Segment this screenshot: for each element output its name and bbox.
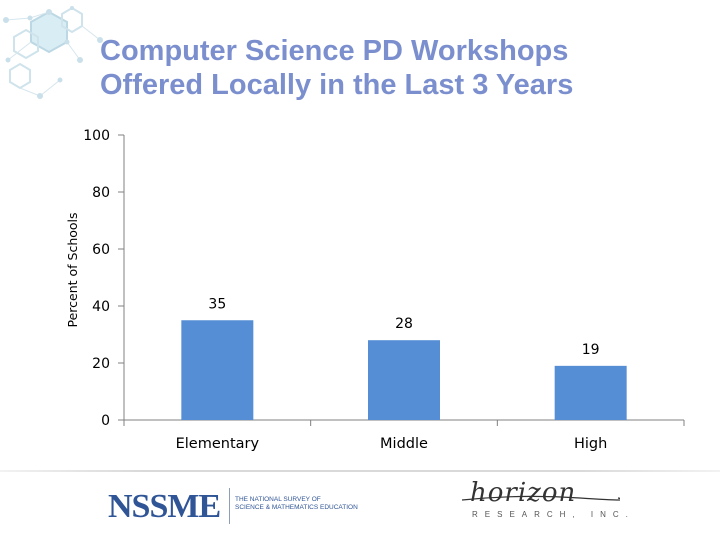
title-line-2: Offered Locally in the Last 3 Years	[100, 69, 574, 101]
bar-middle	[368, 340, 440, 420]
horizon-logo-swash	[461, 495, 620, 501]
y-tick-label: 40	[92, 299, 110, 315]
data-label: 28	[395, 316, 413, 332]
bar-elementary	[181, 320, 254, 420]
bar-high	[554, 365, 627, 420]
y-tick-label: 80	[92, 185, 110, 201]
nssme-tagline-line-2: SCIENCE & MATHEMATICS EDUCATION	[235, 504, 358, 511]
y-tick-label: 60	[92, 242, 110, 258]
title-line-1: Computer Science PD Workshops	[100, 35, 569, 67]
nssme-logo-divider	[229, 488, 230, 524]
x-category-label: Middle	[380, 436, 428, 452]
bar-chart: 0 20 40 60 80 100 Percent of Schools 35 Elementa…	[65, 128, 685, 452]
x-category-label: Elementary	[176, 436, 260, 452]
horizon-research-tagline: RESEARCH, INC.	[472, 510, 635, 519]
slide-title: Computer Science PD Workshops Offered Lo…	[100, 34, 700, 102]
hexagon-network-decoration	[3, 6, 103, 99]
y-tick-label: 0	[101, 413, 110, 429]
y-axis-title: Percent of Schools	[65, 212, 80, 327]
y-tick-label: 20	[92, 356, 110, 372]
nssme-tagline: THE NATIONAL SURVEY OF SCIENCE & MATHEMA…	[235, 496, 358, 512]
horizon-research-logo: horizon	[470, 478, 577, 508]
x-category-label: High	[574, 436, 607, 452]
nssme-tagline-line-1: THE NATIONAL SURVEY OF	[235, 496, 321, 503]
nssme-logo: NSSME	[108, 488, 221, 525]
data-label: 35	[208, 296, 226, 312]
footer-divider	[0, 470, 720, 472]
data-label: 19	[582, 342, 600, 358]
y-tick-label: 100	[83, 128, 110, 144]
